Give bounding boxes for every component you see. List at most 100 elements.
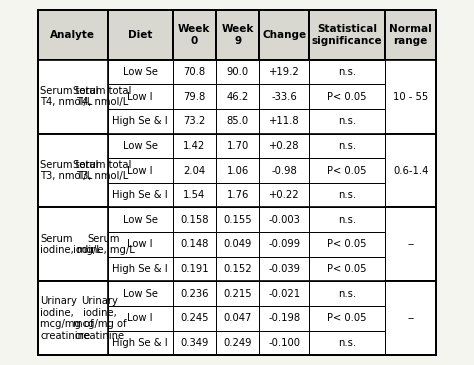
Text: Low Se: Low Se bbox=[123, 141, 158, 151]
Bar bbox=[108, 281, 173, 306]
Text: Serum
iodine, mg/L: Serum iodine, mg/L bbox=[73, 234, 135, 255]
Text: 2.04: 2.04 bbox=[183, 166, 205, 176]
Bar bbox=[259, 134, 309, 158]
Text: +11.8: +11.8 bbox=[269, 116, 300, 126]
Text: -33.6: -33.6 bbox=[271, 92, 297, 102]
Bar bbox=[309, 134, 385, 158]
Bar bbox=[173, 257, 216, 281]
Text: Low I: Low I bbox=[128, 92, 153, 102]
Text: 0.047: 0.047 bbox=[224, 313, 252, 323]
Bar bbox=[309, 158, 385, 183]
Text: 0.191: 0.191 bbox=[180, 264, 209, 274]
Text: 46.2: 46.2 bbox=[227, 92, 249, 102]
Text: High Se & I: High Se & I bbox=[112, 338, 168, 348]
Text: Serum
iodine, mg/L: Serum iodine, mg/L bbox=[40, 234, 102, 255]
Bar bbox=[385, 134, 436, 207]
Text: 0.249: 0.249 bbox=[223, 338, 252, 348]
Text: -0.003: -0.003 bbox=[268, 215, 300, 225]
Text: n.s.: n.s. bbox=[338, 116, 356, 126]
Text: Serum total
T4, nmol/L: Serum total T4, nmol/L bbox=[73, 86, 131, 107]
Bar bbox=[108, 84, 173, 109]
Text: --: -- bbox=[407, 239, 414, 249]
Text: -0.100: -0.100 bbox=[268, 338, 300, 348]
Bar bbox=[216, 109, 259, 134]
Text: n.s.: n.s. bbox=[338, 67, 356, 77]
Bar bbox=[108, 331, 173, 355]
Text: P< 0.05: P< 0.05 bbox=[327, 92, 367, 102]
Bar bbox=[173, 109, 216, 134]
Bar bbox=[173, 232, 216, 257]
Bar bbox=[38, 10, 436, 355]
Bar bbox=[216, 158, 259, 183]
Bar bbox=[385, 281, 436, 355]
Bar bbox=[259, 207, 309, 232]
Text: Week
9: Week 9 bbox=[221, 24, 254, 46]
Text: 1.06: 1.06 bbox=[227, 166, 249, 176]
Bar bbox=[173, 60, 216, 84]
Bar bbox=[108, 232, 173, 257]
Text: 70.8: 70.8 bbox=[183, 67, 205, 77]
Text: -0.099: -0.099 bbox=[268, 239, 300, 249]
Bar bbox=[385, 207, 436, 281]
Text: Low I: Low I bbox=[128, 313, 153, 323]
Bar bbox=[309, 10, 385, 60]
Bar bbox=[216, 134, 259, 158]
Text: -0.198: -0.198 bbox=[268, 313, 300, 323]
Bar bbox=[173, 331, 216, 355]
Bar bbox=[108, 207, 173, 232]
Bar bbox=[38, 207, 108, 281]
Bar bbox=[259, 158, 309, 183]
Bar bbox=[216, 281, 259, 306]
Bar bbox=[38, 281, 108, 355]
Text: n.s.: n.s. bbox=[338, 190, 356, 200]
Bar bbox=[216, 84, 259, 109]
Bar bbox=[309, 281, 385, 306]
Bar bbox=[259, 306, 309, 331]
Text: Urinary
iodine,
mcg/mg of
creatinine: Urinary iodine, mcg/mg of creatinine bbox=[73, 296, 127, 341]
Text: 1.76: 1.76 bbox=[227, 190, 249, 200]
Text: n.s.: n.s. bbox=[338, 338, 356, 348]
Bar bbox=[173, 183, 216, 207]
Text: +19.2: +19.2 bbox=[269, 67, 300, 77]
Bar bbox=[216, 10, 259, 60]
Bar bbox=[216, 257, 259, 281]
Bar bbox=[108, 60, 173, 84]
Text: +0.28: +0.28 bbox=[269, 141, 300, 151]
Text: Week
0: Week 0 bbox=[178, 24, 210, 46]
Text: -0.021: -0.021 bbox=[268, 289, 300, 299]
Bar bbox=[309, 60, 385, 84]
Bar bbox=[259, 109, 309, 134]
Text: Diet: Diet bbox=[128, 30, 152, 40]
Text: P< 0.05: P< 0.05 bbox=[327, 264, 367, 274]
Bar bbox=[173, 84, 216, 109]
Bar bbox=[259, 281, 309, 306]
Bar bbox=[309, 331, 385, 355]
Text: 0.236: 0.236 bbox=[180, 289, 209, 299]
Bar bbox=[216, 232, 259, 257]
Text: 0.158: 0.158 bbox=[180, 215, 209, 225]
Text: Urinary
iodine,
mcg/mg of
creatinine: Urinary iodine, mcg/mg of creatinine bbox=[40, 296, 94, 341]
Bar bbox=[173, 158, 216, 183]
Bar bbox=[259, 257, 309, 281]
Bar bbox=[173, 207, 216, 232]
Text: 0.148: 0.148 bbox=[180, 239, 209, 249]
Bar bbox=[38, 10, 108, 60]
Bar bbox=[309, 207, 385, 232]
Text: 1.42: 1.42 bbox=[183, 141, 206, 151]
Bar bbox=[259, 84, 309, 109]
Bar bbox=[309, 183, 385, 207]
Text: P< 0.05: P< 0.05 bbox=[327, 313, 367, 323]
Text: High Se & I: High Se & I bbox=[112, 116, 168, 126]
Bar bbox=[108, 134, 173, 158]
Text: Analyte: Analyte bbox=[50, 30, 95, 40]
Bar bbox=[108, 109, 173, 134]
Bar bbox=[108, 306, 173, 331]
Bar bbox=[38, 134, 108, 207]
Bar bbox=[309, 306, 385, 331]
Bar bbox=[38, 60, 108, 134]
Text: Normal
range: Normal range bbox=[389, 24, 432, 46]
Text: Low I: Low I bbox=[128, 166, 153, 176]
Text: 90.0: 90.0 bbox=[227, 67, 249, 77]
Text: n.s.: n.s. bbox=[338, 215, 356, 225]
Bar bbox=[216, 207, 259, 232]
